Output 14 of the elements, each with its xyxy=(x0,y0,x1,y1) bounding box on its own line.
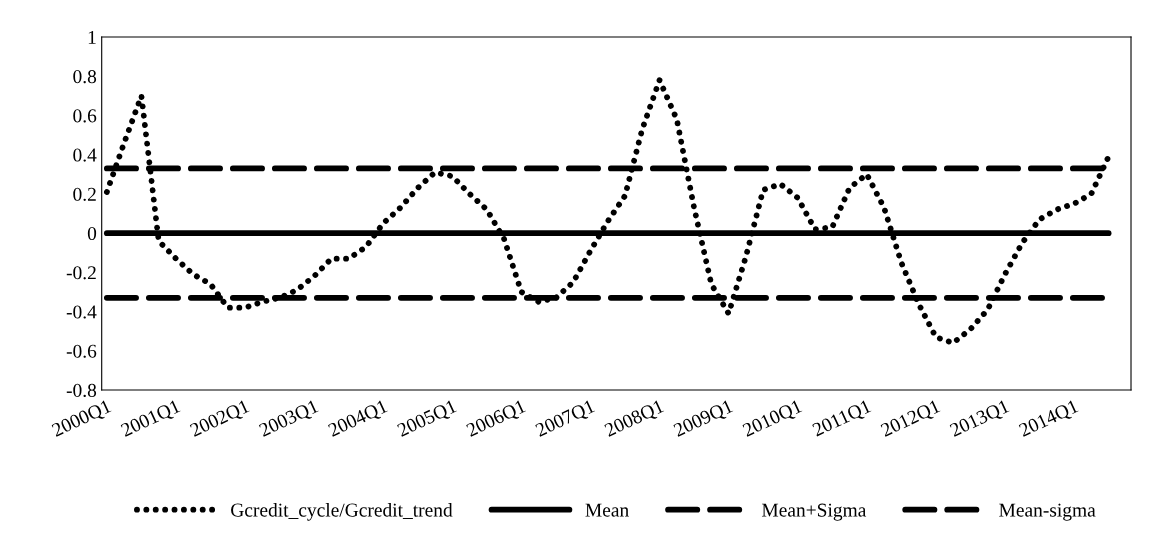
y-tick-label: -0.4 xyxy=(66,305,97,319)
y-tick-label: 0.2 xyxy=(73,187,96,201)
y-tick-label: -0.2 xyxy=(66,266,96,280)
y-tick-label: 0 xyxy=(87,226,97,241)
y-tick-label: 0.6 xyxy=(73,109,97,123)
y-tick-label: 0.4 xyxy=(73,148,97,162)
legend-label: Mean-sigma xyxy=(999,503,1096,521)
y-tick-label: -0.6 xyxy=(66,344,97,358)
y-tick-label: 1 xyxy=(88,30,96,44)
y-tick-label: -0.8 xyxy=(66,383,97,398)
legend-label: Gcredit_cycle/Gcredit_trend xyxy=(231,502,453,521)
legend-label: Mean xyxy=(585,503,629,517)
legend-label: Mean+Sigma xyxy=(761,503,867,521)
y-tick-label: 0.8 xyxy=(73,70,97,84)
